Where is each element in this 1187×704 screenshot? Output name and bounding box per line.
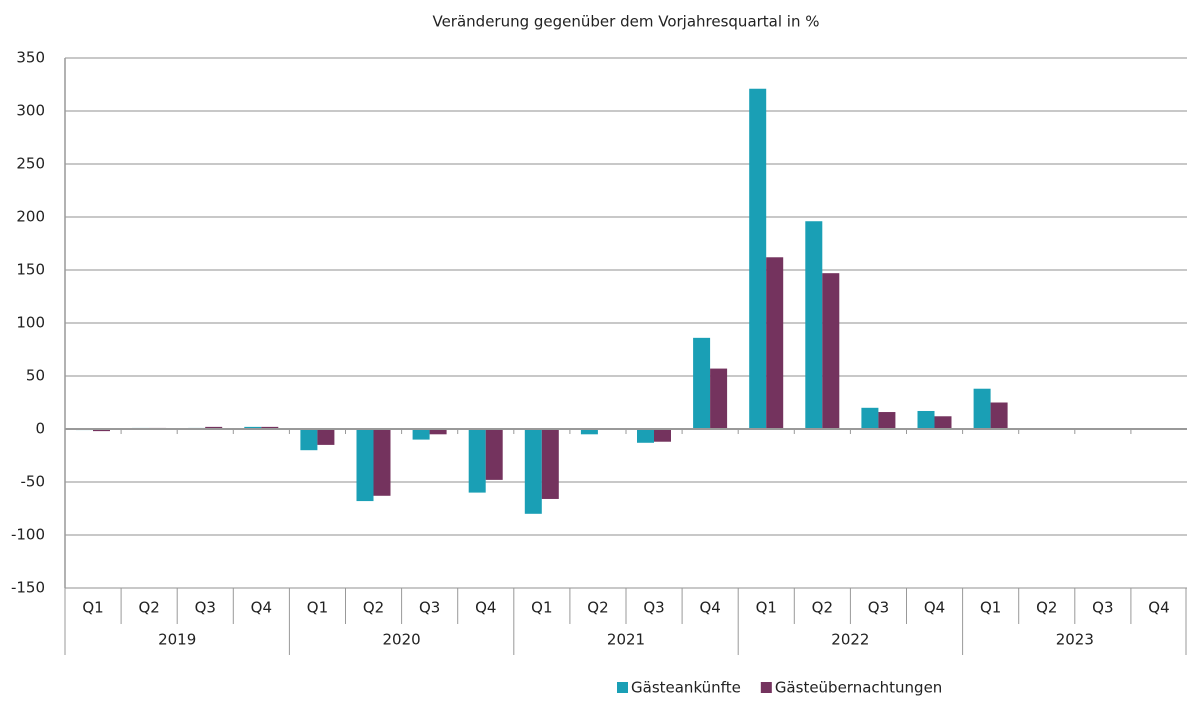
bar bbox=[244, 426, 262, 429]
bar bbox=[805, 221, 823, 429]
x-tick-label: Q2 bbox=[363, 599, 384, 617]
y-tick-label: 300 bbox=[16, 102, 45, 120]
y-tick-label: 150 bbox=[16, 261, 45, 279]
bar bbox=[356, 429, 374, 502]
x-tick-label: Q2 bbox=[1036, 599, 1057, 617]
legend-label: Gästeübernachtungen bbox=[775, 679, 943, 697]
x-tick-label: Q3 bbox=[643, 599, 664, 617]
bar bbox=[861, 407, 879, 429]
bar bbox=[878, 412, 896, 429]
bar bbox=[693, 337, 711, 429]
x-group-label: 2020 bbox=[383, 631, 421, 649]
x-group-label: 2021 bbox=[607, 631, 645, 649]
y-tick-label: 50 bbox=[26, 367, 45, 385]
x-group-label: 2022 bbox=[831, 631, 869, 649]
x-tick-label: Q3 bbox=[868, 599, 889, 617]
x-tick-label: Q4 bbox=[699, 599, 720, 617]
bar bbox=[300, 429, 318, 451]
x-tick-label: Q4 bbox=[251, 599, 272, 617]
x-tick-label: Q1 bbox=[980, 599, 1001, 617]
y-tick-label: -50 bbox=[21, 473, 46, 491]
x-tick-label: Q3 bbox=[195, 599, 216, 617]
y-tick-label: -150 bbox=[11, 579, 45, 597]
x-tick-label: Q1 bbox=[82, 599, 103, 617]
bar bbox=[93, 429, 110, 432]
x-tick-label: Q1 bbox=[531, 599, 552, 617]
x-tick-label: Q4 bbox=[1148, 599, 1169, 617]
bar bbox=[637, 429, 654, 443]
bar bbox=[766, 257, 784, 429]
bar bbox=[412, 429, 430, 440]
x-tick-label: Q4 bbox=[475, 599, 496, 617]
bar bbox=[261, 426, 279, 429]
bar bbox=[485, 429, 503, 480]
y-tick-label: 100 bbox=[16, 314, 45, 332]
bar bbox=[749, 88, 767, 430]
x-tick-label: Q4 bbox=[924, 599, 945, 617]
bar bbox=[822, 273, 840, 429]
legend-label: Gästeankünfte bbox=[631, 679, 741, 697]
x-group-label: 2019 bbox=[158, 631, 196, 649]
bar bbox=[917, 410, 935, 429]
bar bbox=[654, 429, 671, 442]
x-tick-label: Q2 bbox=[138, 599, 159, 617]
bar bbox=[373, 429, 391, 496]
bar bbox=[934, 416, 952, 429]
x-tick-label: Q1 bbox=[756, 599, 777, 617]
y-tick-label: 350 bbox=[16, 49, 45, 67]
x-tick-label: Q3 bbox=[419, 599, 440, 617]
x-tick-label: Q2 bbox=[812, 599, 833, 617]
bar bbox=[973, 388, 991, 429]
bar bbox=[710, 368, 728, 429]
bar bbox=[990, 402, 1008, 429]
x-group-label: 2023 bbox=[1056, 631, 1094, 649]
bar bbox=[205, 426, 223, 429]
x-tick-label: Q3 bbox=[1092, 599, 1113, 617]
y-tick-label: 250 bbox=[16, 155, 45, 173]
bar bbox=[541, 429, 559, 499]
bar bbox=[524, 429, 542, 514]
y-tick-label: 200 bbox=[16, 208, 45, 226]
y-tick-label: 0 bbox=[35, 420, 45, 438]
bar bbox=[429, 429, 447, 435]
bar bbox=[580, 429, 598, 435]
bar bbox=[317, 429, 335, 445]
x-tick-label: Q2 bbox=[587, 599, 608, 617]
bar bbox=[468, 429, 486, 493]
legend-swatch bbox=[617, 682, 628, 693]
y-tick-label: -100 bbox=[11, 526, 45, 544]
chart-title: Veränderung gegenüber dem Vorjahresquart… bbox=[432, 13, 819, 31]
x-tick-label: Q1 bbox=[307, 599, 328, 617]
legend-swatch bbox=[760, 682, 772, 693]
